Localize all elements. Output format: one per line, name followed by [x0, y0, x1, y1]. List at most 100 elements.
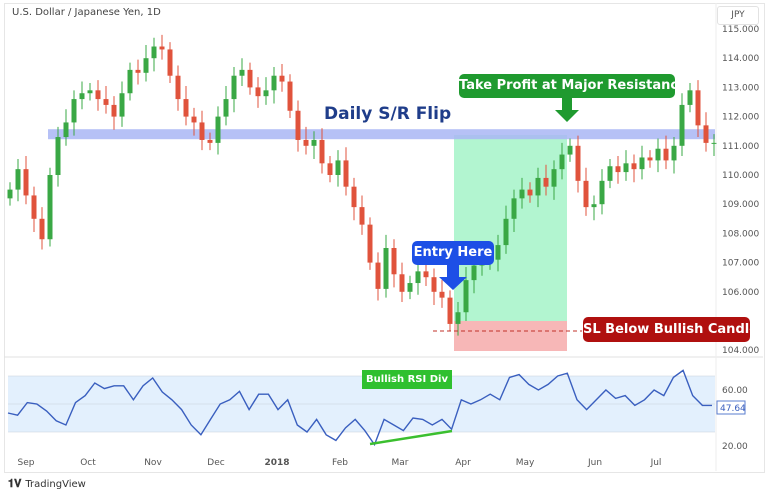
candle [95, 80, 101, 111]
candle [687, 83, 693, 113]
candle-body [671, 145, 677, 161]
candle-body [383, 248, 389, 289]
candle-body [599, 180, 605, 205]
candle-body [223, 99, 229, 117]
stop-zone [454, 321, 567, 351]
profit-zone [454, 134, 567, 321]
sr-flip-label: Daily S/R Flip [324, 104, 452, 124]
candle [183, 85, 189, 126]
candle-body [247, 69, 253, 88]
candle-body [111, 104, 117, 117]
candle-body [23, 169, 29, 196]
candle [415, 261, 421, 295]
candle-body [511, 198, 517, 219]
candle-body [615, 166, 621, 173]
candle-body [631, 163, 637, 170]
candle-body [175, 75, 181, 100]
candle [463, 266, 469, 321]
candle-body [55, 137, 61, 175]
time-tick-label: Apr [455, 458, 471, 468]
candle-body [239, 69, 245, 76]
candle-body [295, 110, 301, 140]
candle [631, 154, 637, 183]
candle [239, 58, 245, 86]
candle [167, 42, 173, 84]
time-tick-label: May [516, 458, 535, 468]
candle [455, 302, 461, 336]
take-profit-label: Take Profit at Major Resistance [459, 74, 687, 98]
candle-body [495, 245, 501, 260]
candle [135, 59, 141, 85]
candle [359, 195, 365, 235]
candle-body [559, 154, 565, 170]
candle-body [159, 46, 165, 50]
candle-body [71, 99, 77, 123]
candle-body [367, 224, 373, 263]
candle-body [535, 177, 541, 196]
candle-body [335, 160, 341, 175]
candle-body [135, 69, 141, 73]
candle-body [231, 75, 237, 100]
candle [543, 164, 549, 196]
candle-body [127, 69, 133, 94]
candle [223, 85, 229, 126]
candle [247, 62, 253, 95]
candle-body [191, 116, 197, 123]
candle [679, 93, 685, 157]
candle-body [647, 157, 653, 161]
candle-body [263, 90, 269, 97]
chart-frame [4, 3, 765, 473]
tradingview-brand[interactable]: 𝟏𝐕 TradingView [8, 477, 86, 491]
candle [527, 182, 533, 203]
rsi-value-tag [716, 400, 746, 415]
brand-name: TradingView [25, 478, 86, 490]
candle-body [7, 189, 13, 199]
time-tick-label: Oct [80, 458, 96, 468]
candle [103, 85, 109, 114]
candle-body [31, 195, 37, 219]
price-tick-label: 104.000 [722, 346, 759, 356]
candle [303, 126, 309, 155]
candle [263, 77, 269, 105]
sr-zone-band [48, 129, 715, 140]
candle [7, 182, 13, 206]
candle [231, 66, 237, 113]
candle-body [455, 312, 461, 324]
candle [711, 134, 717, 157]
candle [55, 126, 61, 187]
candle [607, 158, 613, 189]
candle [575, 135, 581, 193]
candle-body [447, 297, 453, 324]
candle-body [255, 87, 261, 97]
take-profit-arrow-icon [555, 98, 579, 122]
candle-body [151, 46, 157, 59]
candle-body [143, 58, 149, 73]
candle [695, 80, 701, 138]
candle-body [607, 166, 613, 181]
candle [439, 280, 445, 308]
candle [207, 132, 213, 151]
candle-body [167, 49, 173, 76]
candle-body [583, 180, 589, 208]
candle [511, 189, 517, 232]
candle [535, 167, 541, 208]
currency-button[interactable]: JPY [717, 6, 759, 25]
price-tick-label: 114.000 [722, 54, 759, 64]
candle [295, 100, 301, 152]
candle [399, 262, 405, 303]
candle [559, 142, 565, 180]
candle-body [679, 104, 685, 146]
price-tick-label: 110.000 [722, 171, 759, 181]
time-tick-label: Dec [207, 458, 224, 468]
candle [71, 90, 77, 136]
price-tick-label: 113.000 [722, 83, 759, 93]
candle [319, 128, 325, 174]
candle [519, 177, 525, 209]
candle-body [271, 75, 277, 91]
candle-body [591, 204, 597, 208]
candle-body [359, 207, 365, 225]
candle-body [39, 218, 45, 240]
candle [159, 34, 165, 60]
candle-body [79, 93, 85, 100]
